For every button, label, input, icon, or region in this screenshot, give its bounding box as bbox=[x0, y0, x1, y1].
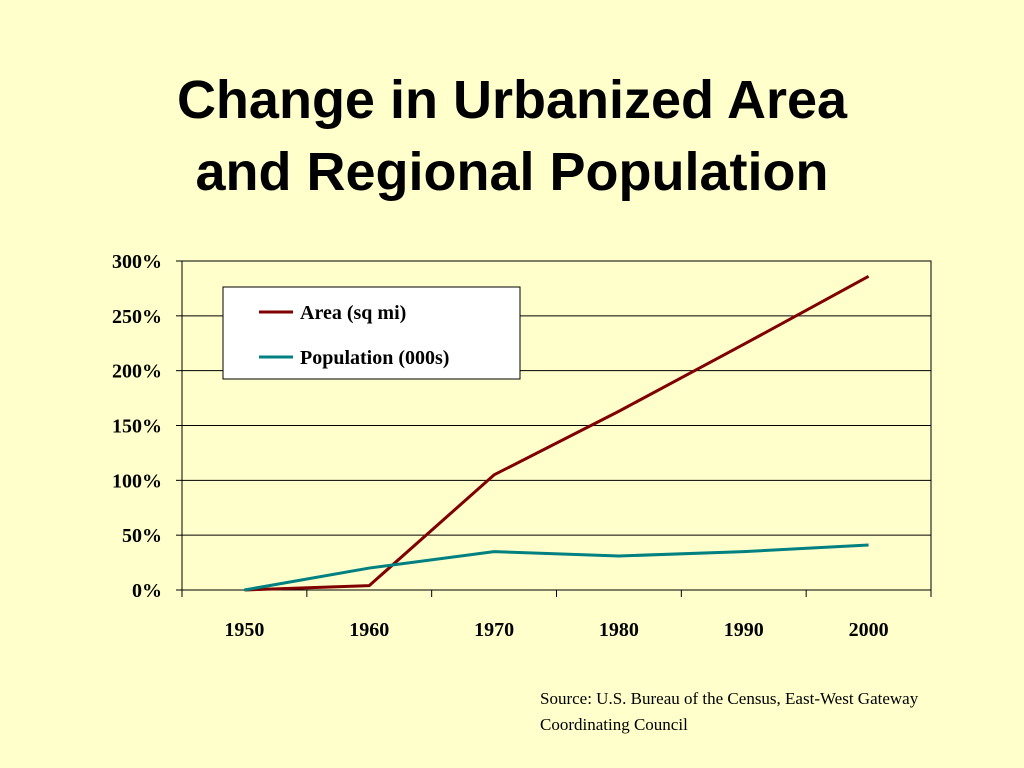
y-tick-label: 0% bbox=[132, 580, 162, 602]
slide-title: Change in Urbanized Area and Regional Po… bbox=[0, 64, 1024, 208]
y-tick-label: 200% bbox=[112, 361, 162, 383]
source-note-line-2: Coordinating Council bbox=[540, 715, 688, 734]
y-tick-label: 150% bbox=[112, 416, 162, 438]
x-tick-label: 2000 bbox=[849, 619, 889, 641]
x-tick-label: 1980 bbox=[599, 619, 639, 641]
slide-title-line-1: Change in Urbanized Area bbox=[176, 70, 848, 130]
y-tick-label: 50% bbox=[122, 525, 162, 547]
legend-label: Population (000s) bbox=[300, 347, 449, 369]
x-tick-label: 1950 bbox=[224, 619, 264, 641]
source-note: Source: U.S. Bureau of the Census, East-… bbox=[540, 686, 1010, 738]
x-tick-label: 1990 bbox=[724, 619, 764, 641]
x-axis-tick-labels: 1950 1960 1970 1980 1990 2000 bbox=[224, 619, 888, 641]
chart-axes bbox=[176, 260, 932, 597]
y-tick-label: 300% bbox=[112, 251, 162, 273]
series-line-area bbox=[244, 275, 870, 592]
legend-label: Area (sq mi) bbox=[300, 302, 406, 324]
series-lines bbox=[244, 275, 870, 592]
y-tick-label: 100% bbox=[112, 470, 162, 492]
legend-box bbox=[222, 286, 521, 380]
x-tick-label: 1960 bbox=[349, 619, 389, 641]
x-tick-label: 1970 bbox=[474, 619, 514, 641]
series-line-population bbox=[244, 543, 869, 592]
y-axis-tick-labels: 0% 50% 100% 150% 200% 250% 300% bbox=[112, 251, 162, 602]
slide-title-line-2: and Regional Population bbox=[195, 142, 829, 202]
y-tick-label: 250% bbox=[112, 306, 162, 328]
source-note-line-1: Source: U.S. Bureau of the Census, East-… bbox=[540, 689, 919, 708]
chart-legend: Area (sq mi) Population (000s) bbox=[222, 286, 521, 380]
